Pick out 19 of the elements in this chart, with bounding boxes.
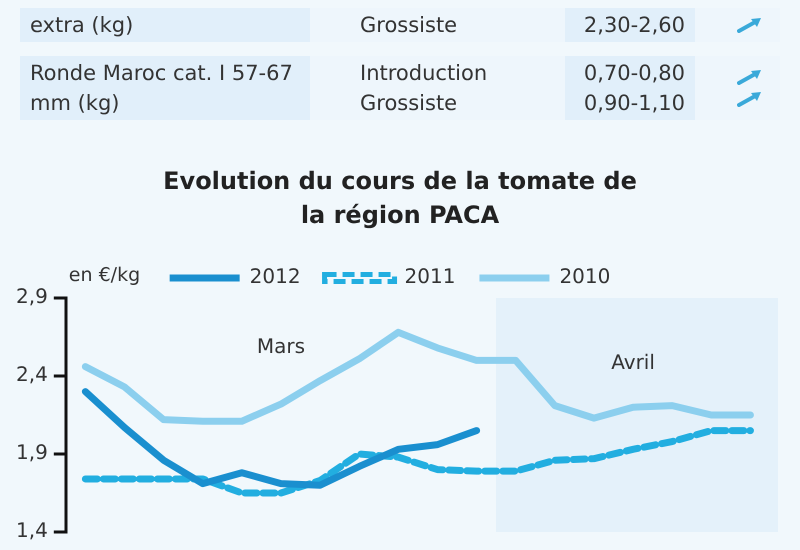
text: 0,70-0,80 bbox=[582, 60, 685, 87]
legend-label: 2012 bbox=[250, 264, 301, 288]
legend-label: 2011 bbox=[404, 264, 456, 288]
text: Grossiste bbox=[360, 90, 458, 117]
y-tick-label: 1,9 bbox=[16, 440, 48, 464]
y-tick-label: 1,4 bbox=[16, 518, 48, 542]
annotation: Mars bbox=[256, 334, 306, 358]
text: Ronde Maroc cat. I 57-67 mm (kg) bbox=[20, 56, 310, 120]
legend-label: 2010 bbox=[559, 264, 610, 288]
text: Grossiste bbox=[360, 12, 458, 39]
text: 0,90-1,10 bbox=[582, 90, 685, 117]
chart-title: Evolution du cours de la tomate de la région PACA bbox=[162, 166, 638, 231]
text: Introduction bbox=[360, 60, 488, 87]
y-tick-label: 2,4 bbox=[16, 362, 48, 386]
y-tick-label: 2,9 bbox=[16, 284, 48, 308]
text: extra (kg) bbox=[20, 8, 310, 42]
annotation: Avril bbox=[611, 350, 655, 374]
y-axis-title: en €/kg bbox=[68, 264, 140, 286]
text: 2,30-2,60 bbox=[582, 12, 685, 39]
